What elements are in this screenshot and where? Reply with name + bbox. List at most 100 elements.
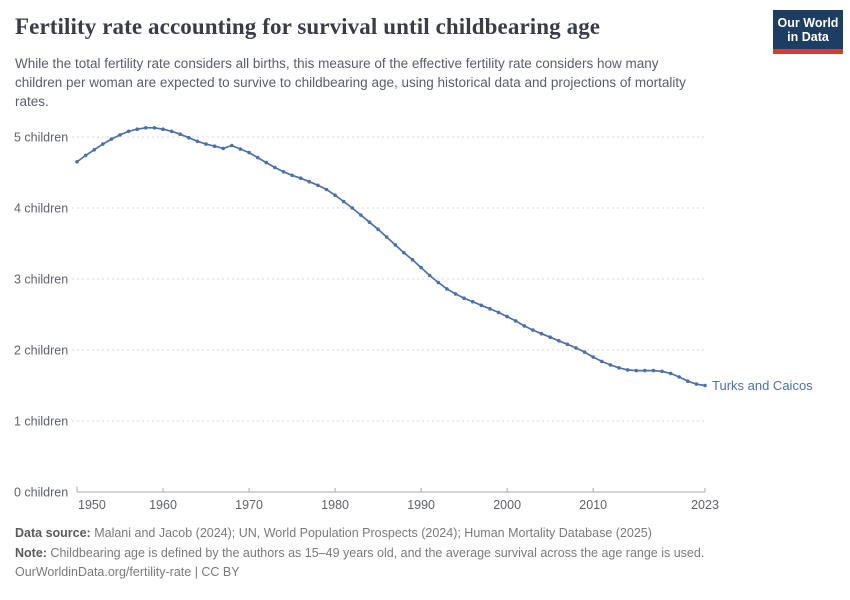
- chart-subtitle: While the total fertility rate considers…: [15, 56, 686, 109]
- data-point-1963: [187, 135, 191, 140]
- data-point-2007: [565, 342, 570, 347]
- data-point-1986: [384, 235, 389, 239]
- x-axis-label-2010: 2010: [579, 498, 607, 512]
- data-point-2018: [660, 369, 664, 374]
- owid-logo-line1: Our World: [777, 16, 839, 30]
- data-point-1954: [109, 137, 114, 141]
- data-point-2006: [557, 339, 561, 343]
- data-point-2013: [617, 366, 621, 370]
- data-point-1953: [101, 142, 105, 146]
- data-point-2020: [677, 375, 681, 379]
- data-source-label: Data source:: [15, 526, 91, 540]
- data-point-1994: [453, 292, 458, 296]
- y-axis-label-1: 1 children: [14, 415, 68, 429]
- data-point-2015: [634, 368, 638, 373]
- data-point-1958: [144, 126, 148, 130]
- data-point-1984: [367, 220, 372, 224]
- data-point-1981: [341, 199, 346, 204]
- data-point-1964: [195, 139, 200, 144]
- data-point-1950: [75, 160, 79, 164]
- data-point-2001: [513, 319, 518, 323]
- data-point-1976: [298, 176, 303, 180]
- data-source-line: Data source: Malani and Jacob (2024); UN…: [15, 524, 795, 544]
- data-point-2002: [522, 324, 527, 328]
- owid-logo[interactable]: Our World in Data: [773, 10, 843, 54]
- data-point-1957: [135, 127, 139, 131]
- series-line-turks-and-caicos[interactable]: [76, 126, 706, 387]
- data-point-1980: [333, 193, 337, 197]
- data-point-1999: [496, 310, 501, 315]
- x-axis-label-1960: 1960: [149, 498, 177, 512]
- note-label: Note:: [15, 545, 47, 560]
- note-line: Note: Childbearing age is defined by the…: [15, 544, 795, 564]
- x-axis-label-2000: 2000: [493, 498, 521, 512]
- data-point-1991: [427, 273, 432, 278]
- page-title: Fertility rate accounting for survival u…: [15, 14, 601, 39]
- data-point-1985: [376, 227, 380, 232]
- y-axis-label-4: 4 children: [14, 202, 68, 216]
- data-point-1956: [126, 129, 131, 134]
- data-point-1989: [410, 258, 415, 262]
- data-point-1970: [247, 150, 251, 155]
- data-point-1959: [152, 126, 157, 130]
- data-point-2003: [531, 328, 535, 332]
- data-point-1993: [445, 287, 449, 291]
- data-point-1996: [470, 299, 475, 304]
- data-point-1969: [238, 147, 243, 151]
- data-source-text: Malani and Jacob (2024); UN, World Popul…: [90, 526, 652, 540]
- data-point-1975: [290, 173, 294, 178]
- data-point-1988: [402, 250, 406, 255]
- data-point-1973: [273, 165, 277, 170]
- data-point-1967: [221, 146, 225, 151]
- data-point-1979: [324, 187, 329, 192]
- data-point-1966: [212, 144, 217, 148]
- owid-logo-line2: in Data: [787, 30, 829, 44]
- data-point-2019: [668, 371, 673, 376]
- data-point-1983: [359, 213, 363, 217]
- y-axis-label-5: 5 children: [14, 131, 68, 145]
- x-axis-label-1980: 1980: [321, 498, 349, 512]
- data-point-1968: [230, 143, 234, 148]
- data-point-2005: [548, 335, 552, 340]
- data-point-1960: [161, 127, 165, 131]
- x-axis-label-1950: 1950: [78, 498, 106, 512]
- chart-footer: Data source: Malani and Jacob (2024); UN…: [15, 524, 795, 583]
- data-point-2023: [703, 383, 707, 388]
- data-point-1977: [307, 179, 312, 184]
- x-axis-label-1990: 1990: [407, 498, 435, 512]
- data-point-1974: [281, 170, 286, 174]
- y-axis-label-3: 3 children: [14, 273, 68, 287]
- data-point-1951: [83, 153, 88, 158]
- data-point-1978: [316, 183, 320, 188]
- data-point-1987: [393, 243, 398, 247]
- y-axis-label-2: 2 children: [14, 344, 68, 358]
- data-point-1971: [255, 155, 260, 160]
- data-point-2016: [643, 368, 647, 373]
- data-point-2004: [539, 331, 544, 336]
- data-point-2010: [591, 355, 595, 359]
- data-point-1961: [169, 129, 174, 134]
- data-point-1982: [350, 206, 355, 210]
- data-point-2008: [574, 346, 578, 350]
- data-point-2011: [600, 359, 604, 364]
- note-text: Childbearing age is defined by the autho…: [46, 545, 705, 560]
- y-axis-label-0: 0 children: [14, 486, 68, 500]
- data-point-1962: [178, 132, 182, 136]
- entity-label[interactable]: Turks and Caicos: [712, 378, 813, 393]
- data-point-1992: [436, 280, 441, 285]
- data-point-2022: [694, 382, 699, 386]
- data-point-2000: [505, 314, 509, 319]
- data-point-2017: [651, 368, 656, 373]
- x-axis-label-2023: 2023: [691, 498, 719, 512]
- data-point-2021: [686, 379, 690, 384]
- data-point-1997: [479, 303, 484, 308]
- data-point-1965: [204, 142, 208, 146]
- license-line: OurWorldinData.org/fertility-rate | CC B…: [15, 565, 240, 579]
- data-point-1990: [419, 265, 423, 270]
- data-point-1995: [462, 296, 466, 301]
- chart-canvas[interactable]: 5 children 4 children 3 children 2 children…: [0, 110, 850, 520]
- data-point-2009: [582, 350, 587, 354]
- data-point-1972: [264, 160, 269, 165]
- data-point-1952: [92, 148, 96, 152]
